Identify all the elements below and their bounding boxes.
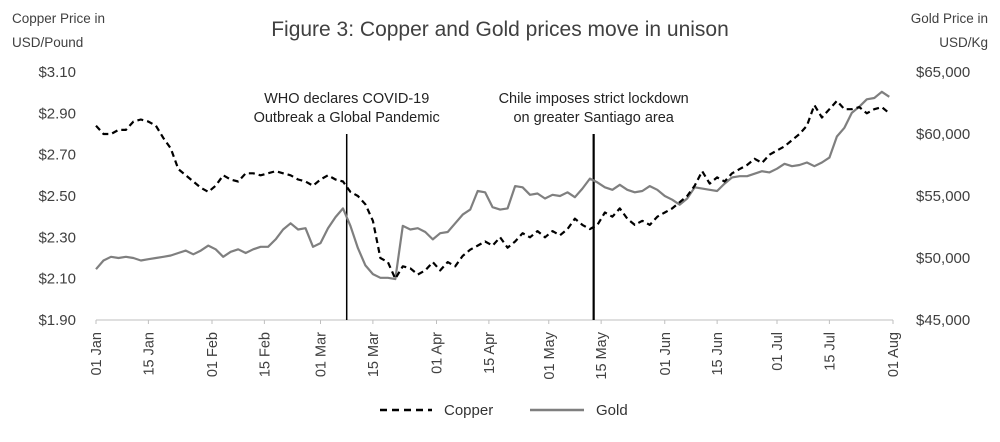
left-axis-ticks: $3.10 $2.90 $2.70 $2.50 $2.30 $2.10 $1.90: [38, 64, 76, 329]
annotation-text: Outbreak a Global Pandemic: [254, 110, 440, 126]
left-tick-label: $2.50: [38, 188, 76, 205]
right-tick-label: $55,000: [916, 188, 970, 205]
chart-title: Figure 3: Copper and Gold prices move in…: [271, 18, 729, 41]
right-axis-title-line-1: Gold Price in: [911, 11, 988, 26]
x-tick-label: 15 Jul: [822, 332, 838, 371]
x-tick-label: 01 May: [542, 331, 558, 379]
left-tick-label: $1.90: [38, 312, 76, 329]
left-axis-title-line-2: USD/Pound: [12, 35, 83, 50]
x-tick-label: 01 Jun: [658, 332, 674, 376]
x-tick-label: 01 Jan: [89, 332, 105, 376]
left-tick-label: $2.10: [38, 271, 76, 288]
annotation-text: Chile imposes strict lockdown: [499, 91, 689, 107]
x-tick-label: 15 Feb: [257, 332, 273, 377]
x-tick-label: 01 Apr: [430, 332, 446, 374]
annotation-text: WHO declares COVID-19: [264, 91, 429, 107]
left-tick-label: $2.30: [38, 229, 76, 246]
x-axis-ticks: 01 Jan 15 Jan 01 Feb 15 Feb 01 Mar 15 Mar 01 A…: [89, 320, 902, 380]
x-tick-label: 15 Jun: [710, 332, 726, 376]
legend-copper-label: Copper: [444, 402, 493, 419]
left-tick-label: $3.10: [38, 64, 76, 81]
right-tick-label: $45,000: [916, 312, 970, 329]
left-axis-title-line-1: Copper Price in: [12, 11, 105, 26]
right-axis-ticks: $65,000 $60,000 $55,000 $50,000 $45,000: [916, 64, 970, 329]
x-tick-label: 01 Feb: [205, 332, 221, 377]
x-tick-label: 15 Mar: [366, 332, 382, 377]
left-tick-label: $2.90: [38, 105, 76, 122]
x-tick-label: 15 May: [594, 331, 610, 379]
gold-series-line: [95, 90, 890, 281]
right-tick-label: $60,000: [916, 126, 970, 143]
right-axis-title-line-2: USD/Kg: [939, 35, 988, 50]
right-tick-label: $65,000: [916, 64, 970, 81]
legend: Copper Gold: [380, 402, 628, 419]
x-tick-label: 01 Aug: [886, 332, 902, 377]
x-tick-label: 15 Apr: [482, 332, 498, 374]
annotation-text: on greater Santiago area: [513, 110, 674, 126]
right-tick-label: $50,000: [916, 250, 970, 267]
annotations: WHO declares COVID-19 Outbreak a Global P…: [254, 91, 689, 320]
copper-series-line: [95, 99, 891, 280]
x-tick-label: 15 Jan: [141, 332, 157, 376]
legend-gold-label: Gold: [596, 402, 628, 419]
x-tick-label: 01 Jul: [770, 332, 786, 371]
left-tick-label: $2.70: [38, 147, 76, 164]
x-tick-label: 01 Mar: [314, 332, 330, 377]
